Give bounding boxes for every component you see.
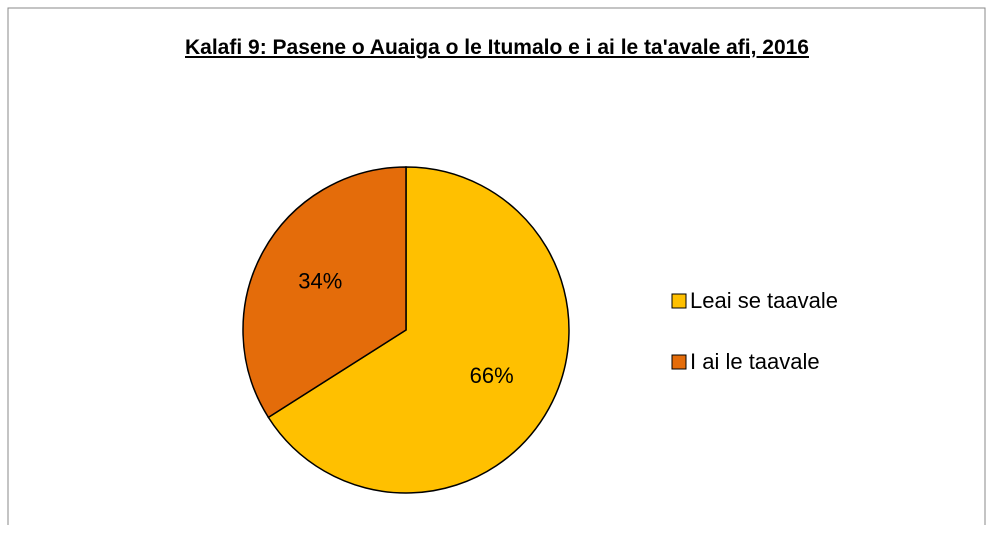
- legend-label: I ai le taavale: [690, 349, 820, 374]
- legend-label: Leai se taavale: [690, 288, 838, 313]
- legend-swatch: [671, 354, 687, 370]
- data-label: 34%: [298, 269, 342, 294]
- chart-title-box: Kalafi 9: Pasene o Auaiga o le Itumalo e…: [185, 36, 809, 59]
- legend-swatch: [671, 293, 687, 309]
- chart-title: Kalafi 9: Pasene o Auaiga o le Itumalo e…: [185, 36, 809, 59]
- chart-frame: [7, 7, 986, 525]
- data-label: 66%: [470, 363, 514, 388]
- pie-slice: [267, 166, 570, 494]
- pie-slice: [242, 166, 407, 419]
